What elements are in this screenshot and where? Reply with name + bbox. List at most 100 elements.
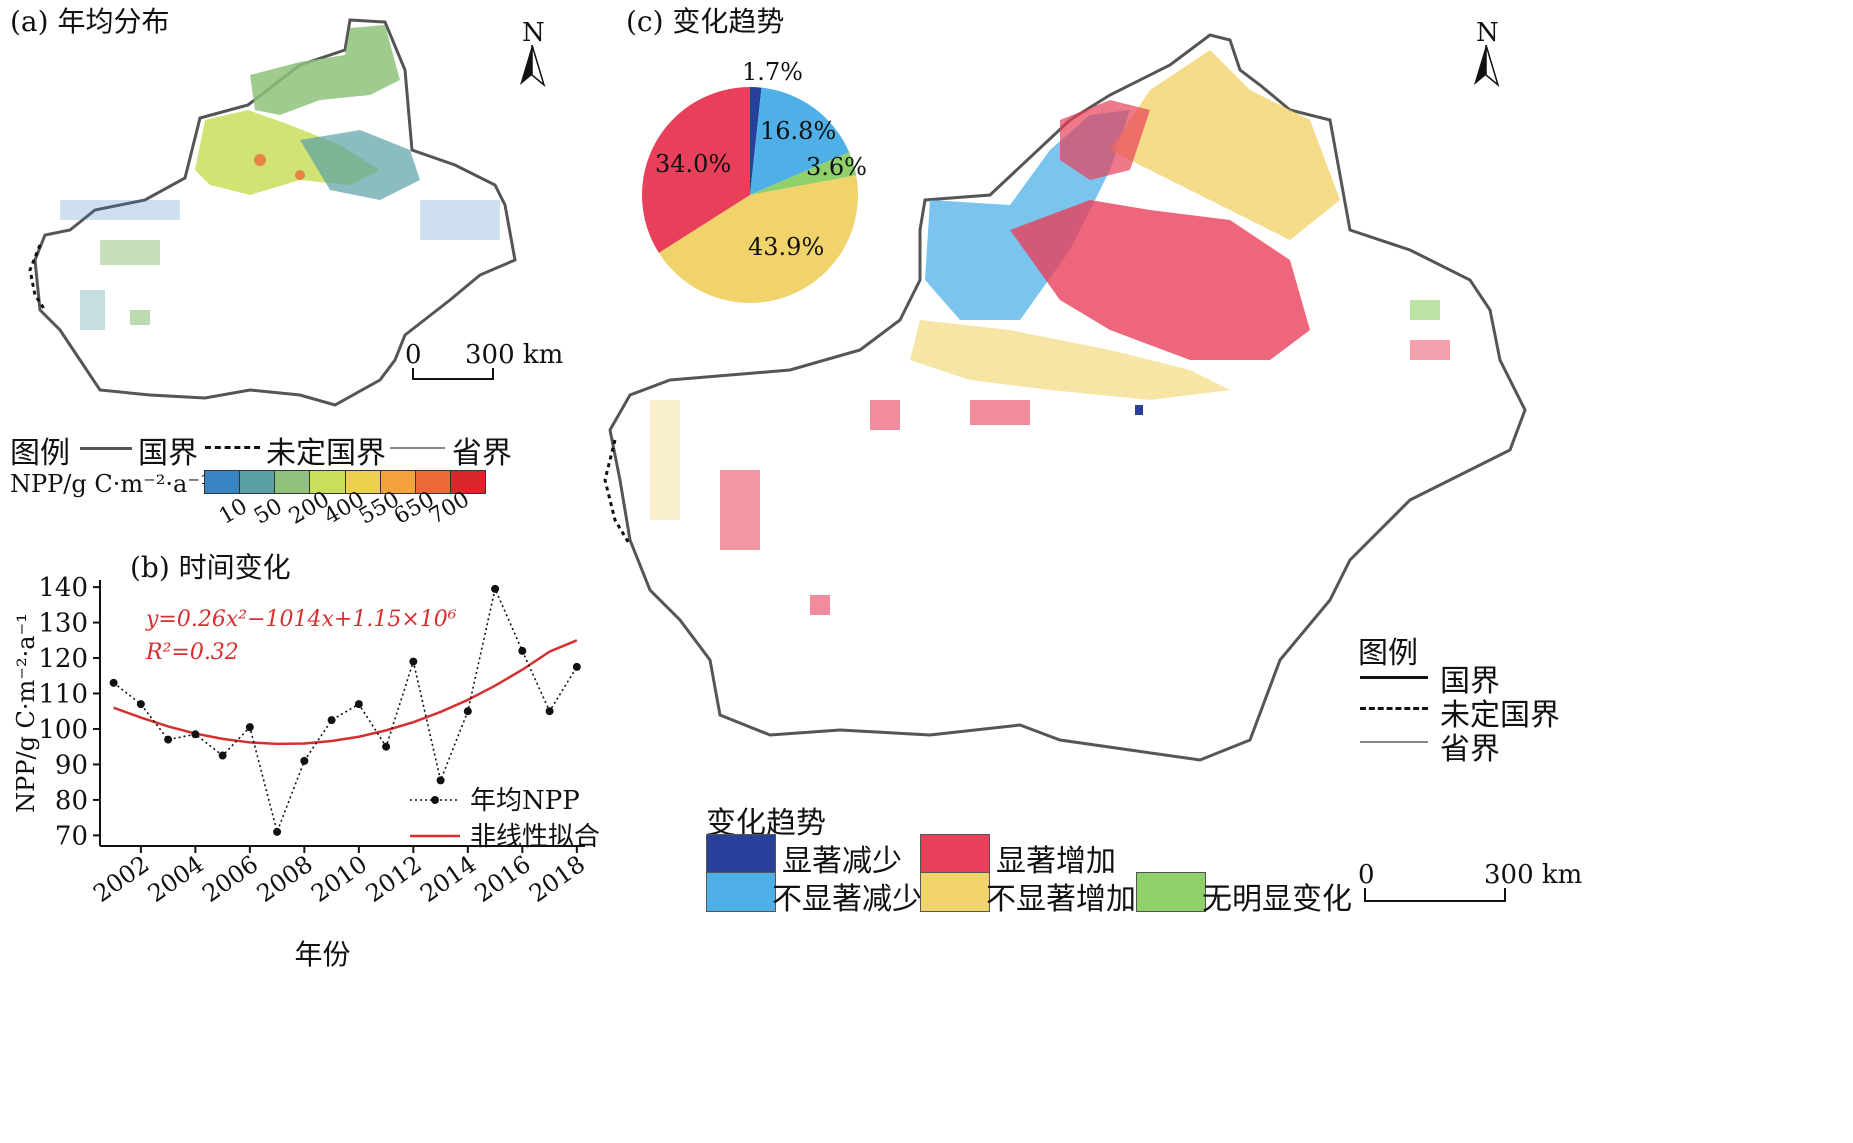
- x-tick-label: 2002: [88, 850, 154, 908]
- colorbar: [204, 470, 486, 494]
- scale-a-bar: [412, 368, 494, 380]
- x-tick-label: 2012: [361, 850, 427, 908]
- north-arrow-c-icon: [1474, 45, 1500, 88]
- north-label-c: N: [1476, 18, 1499, 48]
- fit-equation: y=0.26x²−1014x+1.15×10⁶: [146, 607, 457, 632]
- scale-c-zero: 0: [1358, 860, 1375, 890]
- map-c-yellow-south: [910, 320, 1230, 400]
- npp-point: [545, 707, 554, 716]
- legend-c-undefined-line: [1360, 707, 1428, 710]
- y-tick-label: 130: [38, 609, 88, 639]
- trend-nonsig-decrease: 不显著减少: [772, 882, 922, 917]
- pie-label-no-change: 3.6%: [806, 153, 867, 181]
- north-label-a: N: [522, 18, 545, 48]
- legend-a-province: 省界: [452, 436, 512, 471]
- npp-point: [109, 678, 118, 687]
- colorbar-cell: [275, 471, 311, 493]
- x-tick-label: 2014: [415, 850, 481, 908]
- line-chart: 7080901001101201301402002200420062008201…: [12, 573, 600, 970]
- npp-point: [436, 776, 445, 785]
- panel-b-title: (b) 时间变化: [130, 551, 291, 584]
- map-a-veg-north: [250, 25, 400, 115]
- trend-sig-decrease: 显著减少: [782, 844, 902, 879]
- legend-c-country: 国界: [1440, 664, 1500, 699]
- npp-point: [273, 827, 282, 836]
- legend-c-province-line: [1360, 741, 1428, 743]
- panel-c-title: (c) 变化趋势: [626, 5, 785, 38]
- npp-point: [491, 584, 500, 593]
- swatch-sig-increase: [920, 834, 990, 874]
- x-tick-label: 2010: [306, 850, 372, 908]
- north-arrow-a-icon: [520, 45, 546, 88]
- y-tick-label: 120: [38, 644, 88, 674]
- y-tick-label: 90: [55, 750, 88, 780]
- swatch-sig-decrease: [706, 834, 776, 874]
- legend-c-province: 省界: [1440, 732, 1500, 767]
- legend-npp-marker: [431, 796, 439, 804]
- legend-npp-label: 年均NPP: [470, 786, 580, 816]
- x-tick-label: 2016: [470, 850, 536, 908]
- trend-pie-chart: [642, 87, 858, 304]
- colorbar-cell: [450, 471, 485, 493]
- colorbar-cell: [415, 471, 451, 493]
- npp-point: [518, 646, 527, 655]
- colorbar-cell: [345, 471, 381, 493]
- legend-a-undefined: 未定国界: [266, 436, 386, 471]
- pie-slice: [750, 87, 850, 195]
- colorbar-cell: [205, 471, 241, 493]
- scale-a-zero: 0: [405, 340, 422, 370]
- map-c-yellow-region: [1110, 50, 1340, 240]
- legend-fit-label: 非线性拟合: [470, 822, 600, 852]
- npp-point: [218, 751, 227, 760]
- legend-a-country: 国界: [138, 436, 198, 471]
- colorbar-label: NPP/g C·m⁻²·a⁻¹: [10, 470, 210, 498]
- pie-label-sig-increase: 34.0%: [655, 150, 732, 178]
- y-tick-label: 70: [55, 821, 88, 851]
- npp-point: [245, 723, 254, 732]
- trend-nonsig-increase: 不显著增加: [986, 882, 1136, 917]
- y-tick-label: 110: [38, 679, 88, 709]
- colorbar-tick-label: 10: [215, 494, 252, 530]
- npp-point: [300, 756, 309, 765]
- x-tick-label: 2008: [252, 850, 318, 908]
- pie-slice: [642, 87, 750, 253]
- npp-point: [164, 735, 173, 744]
- colorbar-tick-label: 50: [250, 494, 287, 530]
- legend-a-undefined-line: [205, 446, 260, 449]
- map-c-red-region: [1010, 200, 1310, 360]
- y-tick-label: 100: [38, 715, 88, 745]
- legend-c-heading: 图例: [1358, 636, 1418, 671]
- map-c-undefined-border: [603, 439, 632, 546]
- npp-point: [354, 700, 363, 709]
- colorbar-cell: [310, 471, 346, 493]
- pie-slice: [658, 175, 858, 304]
- x-tick-label: 2004: [143, 850, 209, 908]
- legend-a-country-line: [80, 447, 132, 450]
- x-tick-label: 2006: [197, 850, 263, 908]
- colorbar-cell: [240, 471, 276, 493]
- npp-point: [327, 716, 336, 725]
- x-tick-label: 2018: [524, 850, 590, 908]
- npp-point: [409, 657, 418, 666]
- legend-a-province-line: [390, 447, 445, 449]
- pie-label-sig-decrease: 1.7%: [742, 58, 803, 86]
- npp-point: [572, 662, 581, 671]
- y-tick-label: 140: [38, 573, 88, 603]
- x-axis-label: 年份: [294, 938, 350, 970]
- trend-sig-increase: 显著增加: [996, 844, 1116, 879]
- npp-point: [382, 742, 391, 751]
- npp-point: [136, 700, 145, 709]
- pie-label-nonsig-decrease: 16.8%: [760, 117, 837, 145]
- map-c: [603, 33, 1527, 762]
- scale-a-end: 300 km: [465, 340, 564, 370]
- y-tick-label: 80: [55, 786, 88, 816]
- npp-point: [191, 730, 200, 739]
- pie-label-nonsig-increase: 43.9%: [748, 233, 825, 261]
- map-a-outline: [33, 18, 517, 407]
- swatch-nonsig-decrease: [706, 872, 776, 912]
- colorbar-cell: [380, 471, 416, 493]
- panel-a-title: (a) 年均分布: [10, 5, 170, 38]
- swatch-no-change: [1136, 872, 1206, 912]
- pie-slice: [750, 87, 762, 195]
- map-a: [28, 18, 517, 407]
